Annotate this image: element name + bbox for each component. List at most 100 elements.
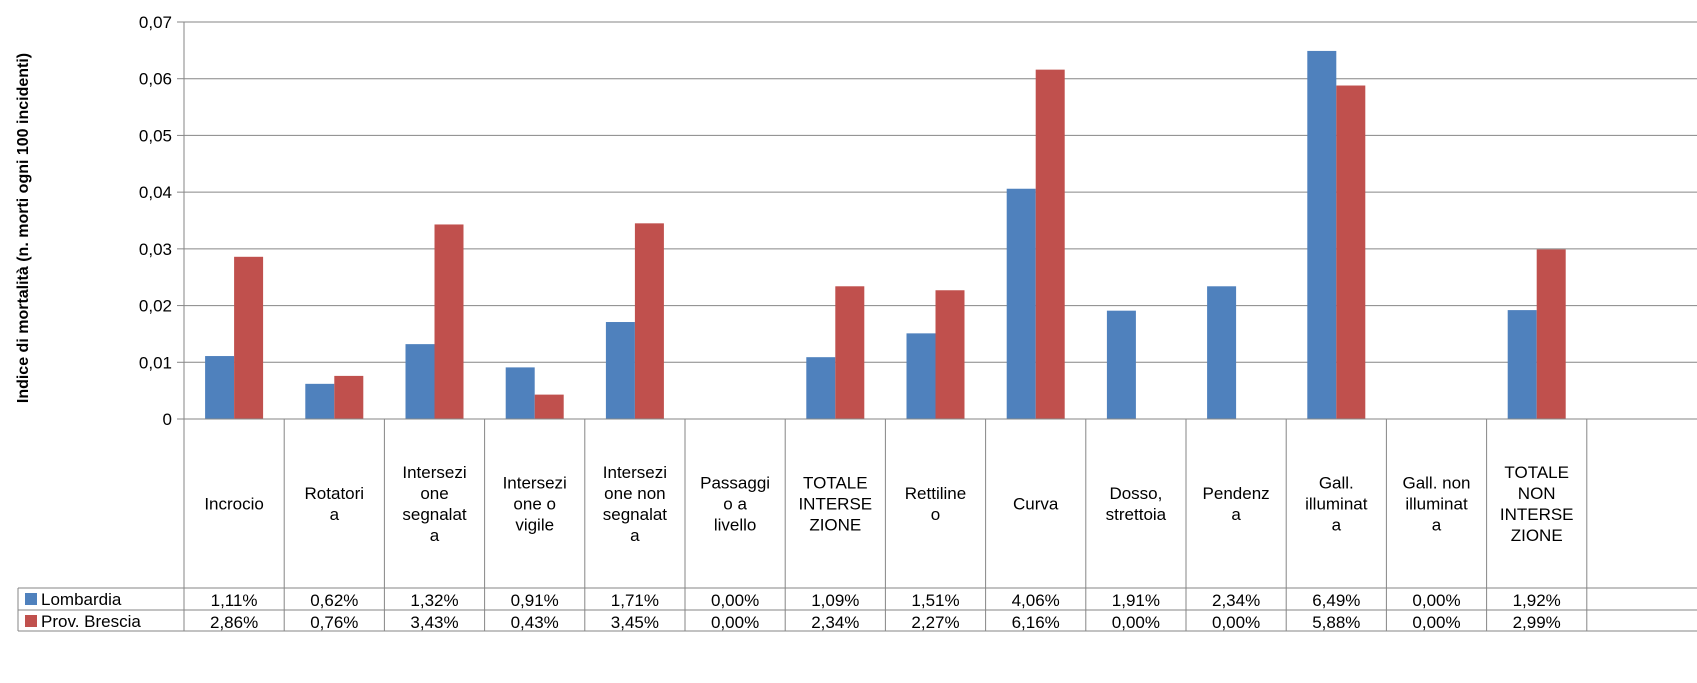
data-table-value: 0,91% [511, 591, 559, 610]
y-tick-label: 0,03 [139, 240, 172, 259]
category-label-line: TOTALE [803, 474, 868, 493]
category-label-line: NON [1518, 484, 1556, 503]
category-label-line: ZIONE [809, 516, 861, 535]
category-label-line: Gall. [1319, 474, 1354, 493]
bar-prov-brescia [434, 224, 464, 419]
category-label: Intersezi one non segnalat a [603, 463, 668, 545]
category-label: Incrocio [204, 495, 264, 514]
bar-prov-brescia [334, 375, 364, 419]
category-label-line: Intersezi [603, 463, 667, 482]
data-table-value: 1,32% [410, 591, 458, 610]
y-tick-label: 0,04 [139, 183, 172, 202]
bar-prov-brescia [835, 286, 865, 419]
category-label: Gall. illuminat a [1305, 474, 1368, 535]
category-label-line: Passaggi [700, 474, 770, 493]
bar-lombardia [1307, 50, 1337, 419]
bar-lombardia [305, 383, 335, 419]
data-table-value: 4,06% [1012, 591, 1060, 610]
bar-lombardia [906, 333, 936, 419]
bar-lombardia [1006, 188, 1036, 419]
category-label-line: Curva [1013, 495, 1059, 514]
y-tick-label: 0,01 [139, 353, 172, 372]
data-table-value: 6,16% [1012, 613, 1060, 632]
bar-lombardia [1507, 310, 1537, 419]
data-table-value: 0,00% [711, 591, 759, 610]
data-table-value: 1,09% [811, 591, 859, 610]
category-label-line: a [630, 526, 640, 545]
legend-swatch [25, 615, 37, 627]
bar-prov-brescia [634, 223, 664, 419]
bar-lombardia [605, 322, 635, 419]
data-table-value: 0,00% [1412, 591, 1460, 610]
bar-prov-brescia [1336, 85, 1366, 420]
category-label-line: Gall. non [1402, 474, 1470, 493]
category-label-line: a [330, 505, 340, 524]
data-table-value: 1,71% [611, 591, 659, 610]
category-label-line: one o [513, 495, 556, 514]
y-tick-label: 0,06 [139, 70, 172, 89]
data-table-value: 3,45% [611, 613, 659, 632]
bar-lombardia [505, 367, 535, 419]
data-table-value: 2,99% [1513, 613, 1561, 632]
category-label-line: Rettiline [905, 484, 966, 503]
category-label: Pendenz a [1203, 484, 1270, 524]
bar-prov-brescia [935, 290, 965, 419]
category-label-line: a [1432, 516, 1442, 535]
data-table-value: 0,76% [310, 613, 358, 632]
category-label: Intersezi one o vigile [503, 474, 567, 535]
category-label: Dosso, strettoia [1106, 484, 1167, 524]
category-label: TOTALE NON INTERSE ZIONE [1500, 463, 1574, 545]
y-tick-label: 0,07 [139, 13, 172, 32]
bar-lombardia [806, 357, 836, 419]
data-table-value: 0,43% [511, 613, 559, 632]
bar-lombardia [405, 344, 435, 419]
category-label: Intersezi one segnalat a [402, 463, 467, 545]
category-label-line: Intersezi [402, 463, 466, 482]
y-axis-label: Indice di mortalità (n. morti ogni 100 i… [15, 53, 32, 403]
y-tick-label: 0 [163, 410, 172, 429]
data-table-value: 1,91% [1112, 591, 1160, 610]
category-label-line: Pendenz [1203, 484, 1270, 503]
category-label-line: Dosso, [1109, 484, 1162, 503]
bar-lombardia [1207, 286, 1237, 419]
category-label: Curva [1013, 495, 1059, 514]
category-label-line: segnalat [402, 505, 467, 524]
category-label-line: illuminat [1305, 495, 1368, 514]
category-label: Rettiline o [905, 484, 966, 524]
data-table-value: 2,34% [1212, 591, 1260, 610]
y-tick-label: 0,02 [139, 297, 172, 316]
bar-lombardia [1106, 310, 1136, 419]
category-label-line: INTERSE [798, 495, 872, 514]
category-label-line: segnalat [603, 505, 668, 524]
data-table-value: 5,88% [1312, 613, 1360, 632]
y-axis-ticks: 0 0,01 0,02 0,03 0,04 0,05 0,06 0,07 [139, 13, 172, 429]
bars [205, 50, 1566, 420]
category-label-line: Rotatori [305, 484, 365, 503]
category-label-line: livello [714, 516, 757, 535]
category-label: Passaggi o a livello [700, 474, 770, 535]
bar-prov-brescia [234, 256, 264, 419]
category-label-line: ZIONE [1511, 526, 1563, 545]
category-label-line: o [931, 505, 940, 524]
data-table-value: 0,00% [1412, 613, 1460, 632]
category-label: TOTALE INTERSE ZIONE [798, 474, 872, 535]
data-table-value: 0,00% [711, 613, 759, 632]
category-label-line: Intersezi [503, 474, 567, 493]
category-label-line: a [430, 526, 440, 545]
data-table-value: 0,00% [1112, 613, 1160, 632]
category-label-line: TOTALE [1504, 463, 1569, 482]
category-label: Gall. non illuminat a [1402, 474, 1470, 535]
category-label-line: illuminat [1405, 495, 1468, 514]
category-label-line: o a [723, 495, 747, 514]
data-table-value: 2,86% [210, 613, 258, 632]
category-label-line: a [1231, 505, 1241, 524]
category-label-line: INTERSE [1500, 505, 1574, 524]
data-table-value: 2,34% [811, 613, 859, 632]
legend-swatch [25, 593, 37, 605]
category-label-line: one non [604, 484, 665, 503]
bar-prov-brescia [1035, 69, 1065, 419]
data-table-value: 1,51% [911, 591, 959, 610]
bar-prov-brescia [534, 394, 564, 419]
